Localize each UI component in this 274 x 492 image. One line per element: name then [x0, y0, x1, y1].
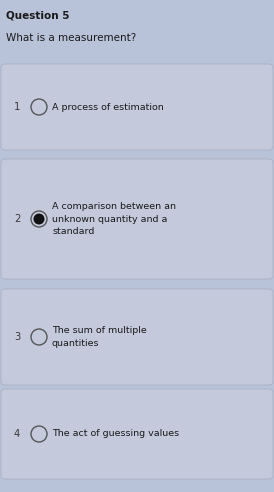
FancyBboxPatch shape [1, 64, 273, 150]
FancyBboxPatch shape [1, 289, 273, 385]
Text: 1: 1 [14, 102, 20, 112]
Text: 2: 2 [14, 214, 20, 224]
Text: A comparison between an
unknown quantity and a
standard: A comparison between an unknown quantity… [52, 202, 176, 236]
Text: 4: 4 [14, 429, 20, 439]
Text: 3: 3 [14, 332, 20, 342]
FancyBboxPatch shape [1, 389, 273, 479]
Text: Question 5: Question 5 [6, 10, 70, 20]
Text: The act of guessing values: The act of guessing values [52, 430, 179, 438]
Circle shape [33, 214, 44, 224]
Text: What is a measurement?: What is a measurement? [6, 33, 136, 43]
Text: A process of estimation: A process of estimation [52, 102, 164, 112]
FancyBboxPatch shape [1, 159, 273, 279]
Text: The sum of multiple
quantities: The sum of multiple quantities [52, 326, 147, 348]
